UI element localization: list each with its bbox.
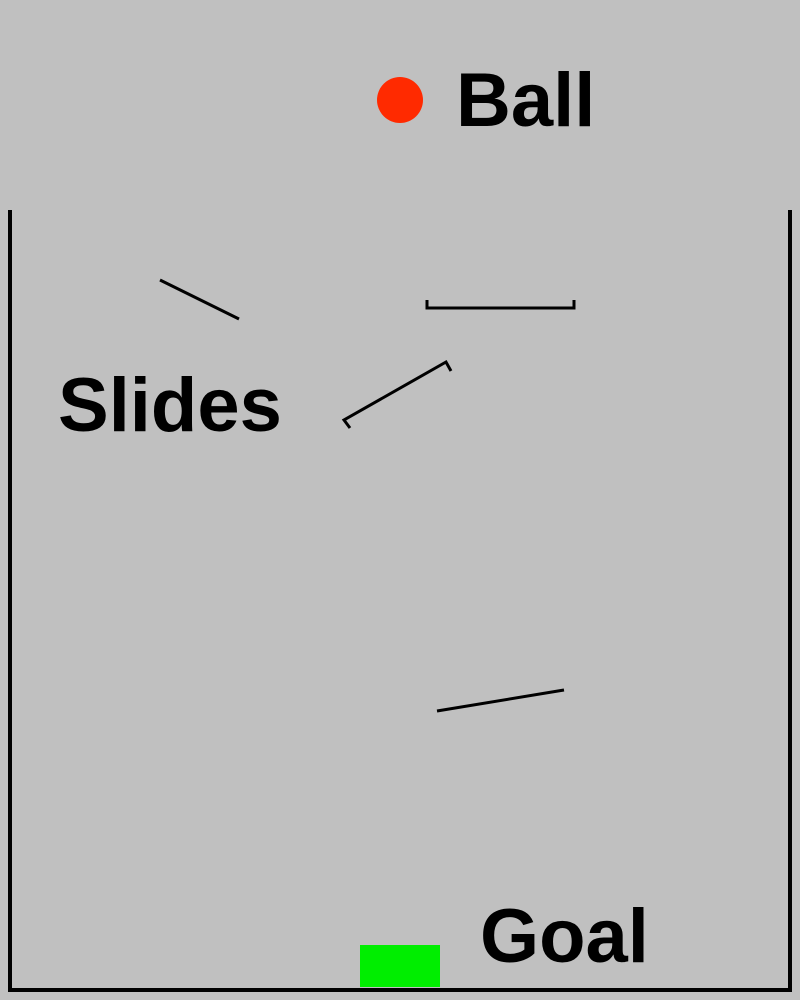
slide-3[interactable] (341, 359, 453, 429)
goal-label: Goal (480, 894, 649, 979)
ball-label: Ball (456, 58, 596, 143)
slides-label: Slides (58, 363, 282, 448)
goal (360, 945, 440, 987)
slide-2[interactable] (425, 300, 576, 310)
slide-1[interactable] (159, 278, 240, 321)
ball[interactable] (377, 77, 423, 123)
slide-4[interactable] (436, 688, 565, 713)
container (8, 210, 792, 992)
slides (159, 278, 576, 713)
